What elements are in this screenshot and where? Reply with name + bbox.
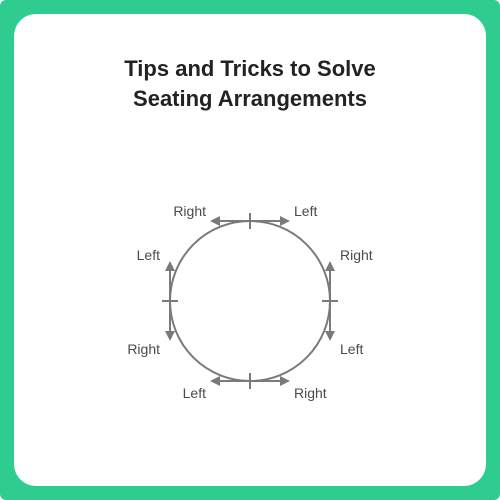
- title-line-1: Tips and Tricks to Solve: [124, 56, 375, 81]
- inner-card: Tips and Tricks to Solve Seating Arrange…: [14, 14, 486, 486]
- bottom-left-label: Left: [183, 385, 206, 401]
- diagram-svg: [80, 141, 420, 441]
- seating-diagram: Right Left Right Left Right Left Right L…: [14, 121, 486, 461]
- left-right-label: Right: [127, 341, 160, 357]
- outer-frame: Tips and Tricks to Solve Seating Arrange…: [0, 0, 500, 500]
- top-right-label: Right: [173, 203, 206, 219]
- bottom-right-label: Right: [294, 385, 327, 401]
- title-line-2: Seating Arrangements: [133, 86, 367, 111]
- page-title: Tips and Tricks to Solve Seating Arrange…: [14, 54, 486, 113]
- left-left-label: Left: [137, 247, 160, 263]
- right-left-label: Left: [340, 341, 363, 357]
- top-left-label: Left: [294, 203, 317, 219]
- right-right-label: Right: [340, 247, 373, 263]
